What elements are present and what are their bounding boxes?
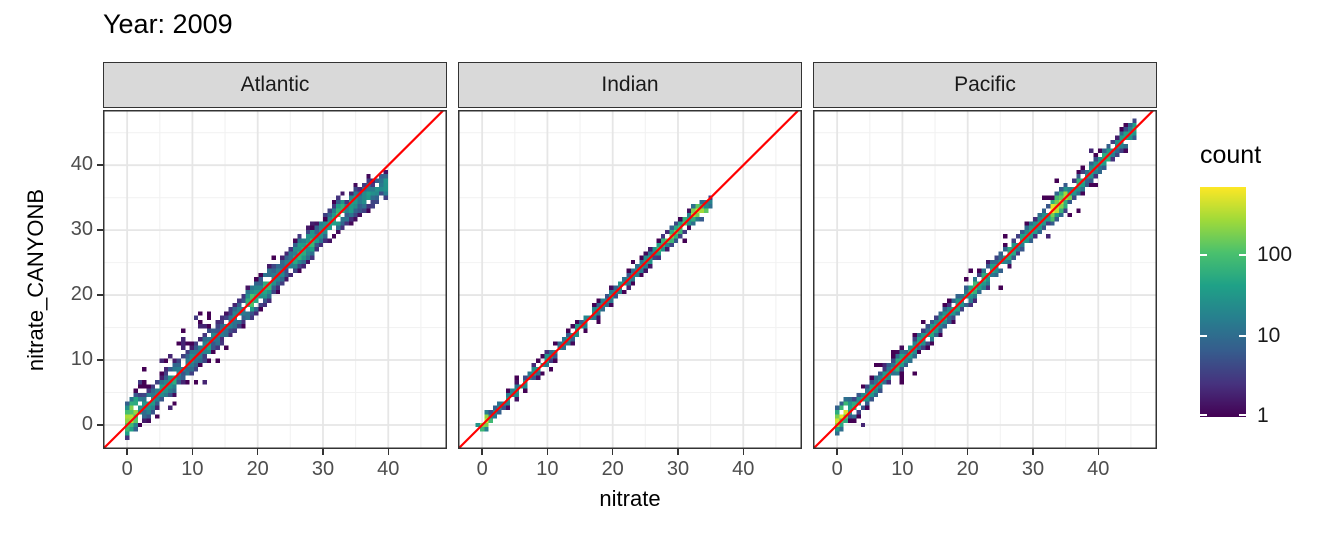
facet-strip-pacific: Pacific (813, 62, 1157, 108)
x-tick-mark (677, 449, 679, 455)
facet-panel-pacific (813, 110, 1157, 449)
facet-strip-label: Indian (601, 73, 659, 96)
x-tick-label: 20 (601, 458, 624, 480)
legend-tick-mark (1200, 335, 1207, 338)
x-tick-label: 40 (377, 458, 400, 480)
x-tick-label: 30 (666, 458, 690, 480)
facet-strip-label: Pacific (954, 73, 1016, 96)
y-tick-mark (97, 424, 103, 426)
y-tick-mark (97, 164, 103, 166)
legend-tick-mark (1239, 414, 1246, 416)
x-tick-mark (191, 449, 194, 455)
facet-panel-indian (458, 110, 802, 449)
y-tick-label: 40 (70, 153, 93, 176)
y-tick-mark (97, 359, 103, 361)
x-tick-mark (546, 449, 549, 455)
x-tick-mark (966, 449, 969, 455)
x-tick-mark (1097, 449, 1099, 455)
x-tick-label: 0 (121, 458, 133, 480)
y-tick-mark (97, 294, 103, 296)
legend-title: count (1200, 141, 1262, 169)
x-tick-mark (387, 449, 389, 455)
legend-tick-mark (1200, 254, 1207, 257)
x-tick-mark (481, 449, 483, 455)
legend-tick-label: 10 (1257, 324, 1281, 348)
legend-colorbar (1200, 187, 1246, 417)
x-tick-mark (611, 449, 614, 455)
x-tick-label: 40 (732, 458, 755, 480)
facet-panel-atlantic (103, 110, 447, 449)
x-tick-label: 30 (311, 458, 335, 480)
x-tick-label: 0 (476, 458, 488, 480)
x-tick-mark (322, 449, 324, 455)
y-tick-label: 30 (70, 218, 93, 241)
x-tick-label: 0 (831, 458, 843, 480)
facet-strip-label: Atlantic (240, 73, 310, 96)
identity-line (813, 110, 1155, 449)
legend-tick-mark (1239, 335, 1246, 338)
x-tick-mark (126, 449, 128, 455)
x-tick-label: 40 (1087, 458, 1110, 480)
x-tick-label: 10 (891, 458, 914, 480)
y-tick-mark (97, 229, 103, 231)
x-tick-label: 10 (536, 458, 559, 480)
y-tick-label: 20 (70, 283, 93, 306)
x-tick-label: 30 (1021, 458, 1045, 480)
facet-strip-atlantic: Atlantic (103, 62, 447, 108)
x-tick-mark (836, 449, 838, 455)
x-tick-mark (742, 449, 744, 455)
x-tick-label: 10 (181, 458, 204, 480)
x-axis-title: nitrate (599, 486, 661, 511)
identity-line (458, 110, 800, 449)
y-axis-title: nitrate_CANYONB (23, 188, 48, 372)
x-tick-label: 20 (246, 458, 269, 480)
y-tick-label: 0 (81, 412, 93, 435)
x-tick-mark (1032, 449, 1034, 455)
y-tick-label: 10 (70, 348, 93, 371)
legend-tick-label: 1 (1257, 404, 1269, 427)
x-tick-label: 20 (956, 458, 979, 480)
legend-tick-mark (1200, 414, 1207, 416)
legend-tick-label: 100 (1257, 243, 1293, 267)
x-tick-mark (901, 449, 904, 455)
legend-tick-mark (1239, 254, 1246, 257)
identity-line (103, 110, 445, 449)
facet-strip-indian: Indian (458, 62, 802, 108)
plot-title: Year: 2009 (103, 9, 233, 39)
x-tick-mark (256, 449, 259, 455)
